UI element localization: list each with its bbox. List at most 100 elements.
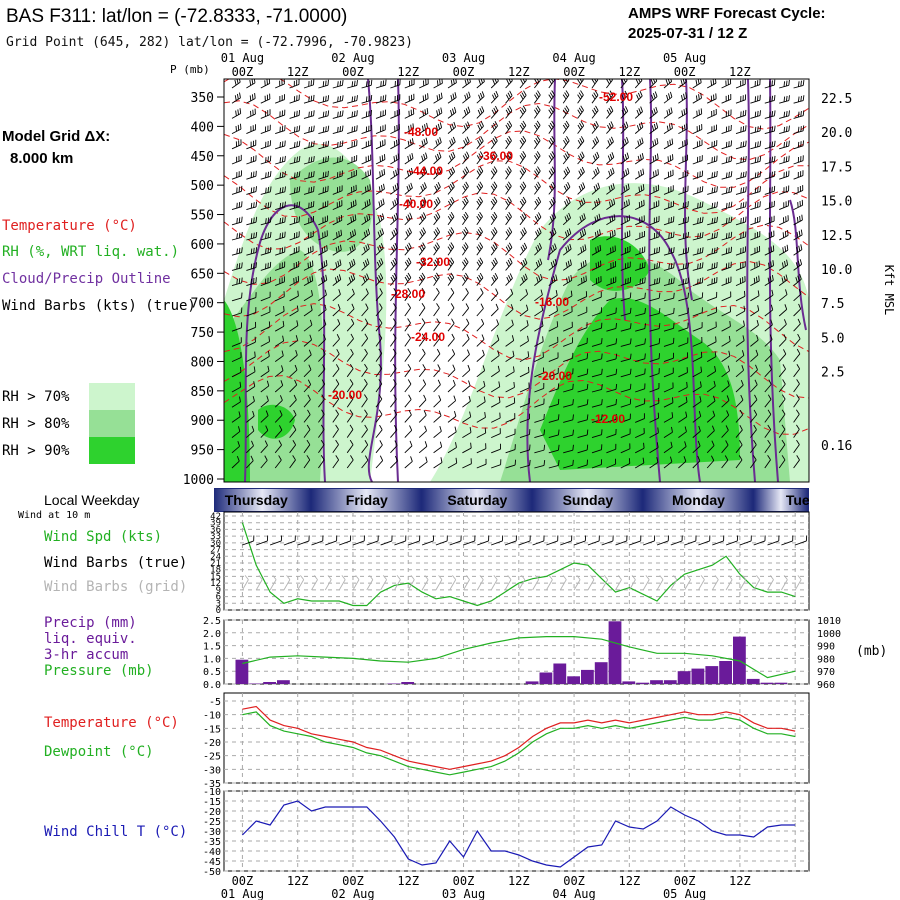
- wind-barb: [476, 318, 485, 332]
- wind-barb: [735, 246, 747, 256]
- wind-barb: [260, 79, 271, 89]
- weekday-cell: [753, 489, 808, 511]
- wind-barb: [534, 227, 542, 241]
- wind-barb: [519, 289, 529, 302]
- precip-legend-label: Precip (mm): [44, 615, 137, 631]
- wind-barb: [721, 365, 731, 378]
- wind-barb: [490, 257, 498, 271]
- grid-wind-barb: [781, 575, 788, 591]
- wind-barb: [793, 348, 801, 362]
- wind-barb: [418, 108, 429, 119]
- wind-barb: [563, 429, 574, 439]
- wind-barb: [721, 216, 733, 226]
- wind-barb: [260, 336, 271, 347]
- wind-barb: [663, 247, 675, 256]
- wind-barb: [563, 321, 573, 332]
- wind-barb: [375, 455, 384, 469]
- wind-barb: [706, 410, 716, 423]
- wind-barb: [332, 140, 344, 150]
- legend-label-3: Wind Barbs (kts) (true): [2, 298, 196, 314]
- wind-barb: [562, 228, 572, 241]
- wind-barb: [462, 427, 472, 438]
- wind-barb: [764, 424, 772, 438]
- grid-wind-barb: [559, 575, 567, 591]
- wind-barb: [678, 247, 690, 256]
- wind-barb: [390, 455, 398, 469]
- wind-barb: [721, 440, 729, 454]
- wind-barb: [462, 303, 470, 317]
- wind-barb: [750, 424, 757, 438]
- wind-barb: [361, 333, 369, 347]
- wind-barb: [476, 427, 487, 439]
- wind-barb: [548, 459, 560, 469]
- wind-barb: [433, 182, 441, 195]
- wind-barb: [678, 307, 689, 317]
- wind-barb: [433, 152, 442, 165]
- wind-barb: [793, 80, 805, 89]
- wind-barb: [649, 246, 661, 256]
- wind-barb: [793, 455, 800, 469]
- grid-wind-barb: [352, 575, 360, 591]
- wind-chill-tick-label: -10: [203, 787, 221, 798]
- wind-barb: [548, 444, 560, 454]
- wind-barb: [505, 428, 516, 439]
- wind-barb: [721, 380, 730, 393]
- wind-barb: [318, 349, 326, 362]
- wind-barb: [433, 318, 440, 332]
- wind-barb: [663, 138, 674, 150]
- wind-barb: [332, 170, 343, 180]
- wind-barb: [548, 352, 559, 363]
- wind-barb: [706, 79, 717, 89]
- wind-barb: [231, 352, 242, 363]
- wind-barb: [260, 380, 270, 393]
- wind-barb: [620, 307, 632, 317]
- wind-barb: [303, 290, 313, 302]
- wind-barb: [793, 170, 804, 180]
- wind-barb: [361, 94, 373, 104]
- wind-barb: [418, 456, 428, 469]
- wind-barb: [418, 425, 427, 438]
- wind-barb: [332, 79, 344, 89]
- wind-chill-tick-label: -45: [203, 857, 221, 868]
- wind-barb: [505, 444, 516, 454]
- weekday-cell: [311, 489, 422, 511]
- rh-region: [590, 236, 650, 291]
- wind-barb: [318, 394, 325, 408]
- wind-barb: [490, 273, 499, 286]
- wind-barb: [620, 277, 632, 287]
- wind-barb: [519, 79, 527, 89]
- wind-barb: [721, 93, 732, 104]
- wind-barb: [764, 125, 776, 135]
- wind-barb: [635, 261, 646, 271]
- surface-wind-barb: [394, 535, 407, 546]
- wind-barb: [476, 181, 484, 195]
- wind-barb: [260, 276, 271, 287]
- wind-barb: [346, 258, 356, 271]
- wind-barb: [663, 216, 675, 226]
- wind-barb: [591, 368, 603, 378]
- wind-barb: [447, 395, 457, 408]
- wind-barb: [692, 307, 703, 317]
- pressure-axis-label: P (mb): [170, 63, 210, 76]
- cloud-outline-path: [621, 79, 626, 321]
- wind-barb: [591, 120, 599, 134]
- wind-barb: [505, 381, 515, 393]
- wind-barb: [750, 349, 759, 362]
- wind-barb: [433, 426, 442, 438]
- wind-barb: [289, 156, 301, 165]
- wind-barb: [418, 212, 427, 226]
- wind-barb: [634, 457, 645, 469]
- wind-barb: [534, 429, 545, 439]
- wind-barb: [649, 427, 659, 438]
- wind-barb: [231, 92, 241, 104]
- wind-barb: [505, 120, 513, 134]
- grid-wind-barb: [242, 575, 249, 591]
- wind-barb: [332, 304, 341, 317]
- wind-barb: [246, 186, 257, 195]
- wind-barb: [721, 395, 730, 408]
- surface-wind-barb: [670, 535, 683, 546]
- pressure-tick-label: 400: [191, 120, 214, 135]
- wind-barb: [534, 336, 544, 347]
- wind-barb: [634, 79, 643, 89]
- wind-barb: [793, 229, 803, 241]
